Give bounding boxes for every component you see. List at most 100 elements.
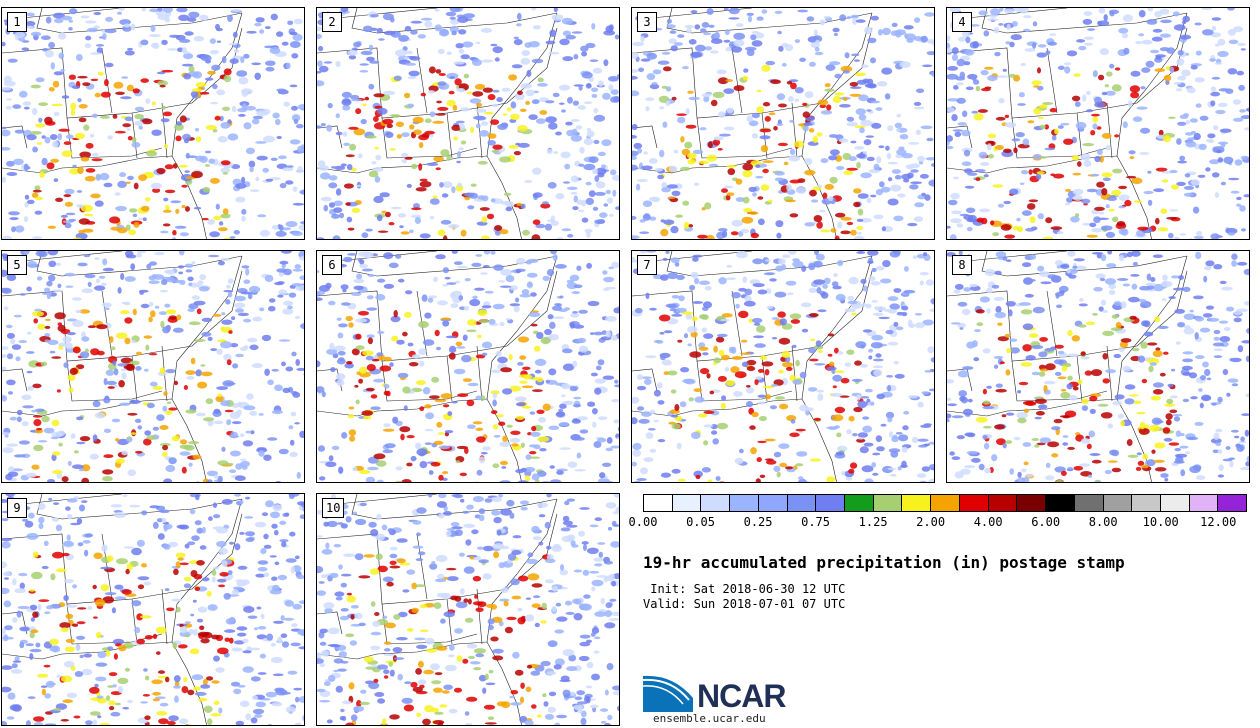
precip-cell xyxy=(660,354,666,361)
postage-stamp-panel: 5 xyxy=(1,250,305,483)
precip-cell xyxy=(41,157,48,166)
precip-cell xyxy=(154,696,166,699)
precip-cell xyxy=(217,475,223,482)
precip-cell xyxy=(1065,202,1070,206)
precip-cell xyxy=(1037,67,1041,74)
precip-cell xyxy=(663,330,673,334)
precip-cell xyxy=(254,72,261,81)
precip-cell xyxy=(26,370,33,374)
precip-cell xyxy=(1040,156,1047,159)
precip-cell xyxy=(894,174,902,180)
precip-cell xyxy=(162,444,169,451)
precip-cell xyxy=(850,140,857,144)
precip-cell xyxy=(358,575,371,579)
precip-cell xyxy=(611,261,619,269)
precip-cell xyxy=(757,401,766,405)
precip-cell xyxy=(352,466,358,472)
precip-cell xyxy=(1025,355,1036,361)
precip-cell xyxy=(46,605,54,610)
precip-cell xyxy=(974,329,981,333)
precip-cell xyxy=(476,334,482,339)
precip-cell xyxy=(217,460,229,466)
precip-cell xyxy=(29,653,34,660)
precip-cell xyxy=(78,218,90,225)
precip-cell xyxy=(1135,40,1143,45)
precip-cell xyxy=(328,209,335,215)
precip-cell xyxy=(868,355,873,360)
precip-cell xyxy=(789,148,796,155)
precip-cell xyxy=(434,711,444,715)
precip-cell xyxy=(993,355,1004,359)
precip-cell xyxy=(691,301,704,304)
precip-cell xyxy=(1169,409,1178,414)
precip-cell xyxy=(184,621,191,624)
precip-cell xyxy=(817,350,823,353)
precip-cell xyxy=(1176,181,1186,186)
precip-cell xyxy=(1120,420,1125,427)
precip-cell xyxy=(832,95,842,104)
precip-cell xyxy=(207,218,215,225)
precip-cell xyxy=(818,209,826,213)
precip-cell xyxy=(50,62,55,70)
precip-cell xyxy=(760,184,770,191)
precip-cell xyxy=(579,507,590,510)
precip-cell xyxy=(809,189,817,197)
precip-cell xyxy=(748,186,757,192)
precip-cell xyxy=(636,385,647,391)
precip-cell xyxy=(638,67,645,73)
precip-cell xyxy=(431,680,442,685)
precip-cell xyxy=(792,344,797,348)
precip-cell xyxy=(275,118,281,126)
precip-cell xyxy=(400,433,405,441)
precip-cell xyxy=(328,300,336,306)
precip-cell xyxy=(708,163,719,167)
precip-cell xyxy=(632,461,637,467)
precip-cell xyxy=(871,300,878,303)
precip-cell xyxy=(137,584,145,590)
precip-cell xyxy=(154,251,165,256)
precip-cell xyxy=(699,28,707,33)
precip-cell xyxy=(959,71,965,79)
precip-cell xyxy=(966,451,978,455)
precip-cell xyxy=(115,332,128,339)
precip-cell xyxy=(75,232,88,239)
precip-cell xyxy=(231,589,239,595)
precip-cell xyxy=(159,84,166,88)
precip-cell xyxy=(573,84,584,87)
precip-cell xyxy=(993,364,999,369)
precip-cell xyxy=(1031,345,1044,350)
precip-cell xyxy=(1128,150,1136,155)
precip-map xyxy=(317,494,619,725)
precip-cell xyxy=(449,16,456,20)
precip-cell xyxy=(528,114,538,120)
precip-cell xyxy=(280,633,288,638)
precip-cell xyxy=(520,500,529,505)
precip-cell xyxy=(282,167,294,172)
precip-cell xyxy=(436,421,443,428)
precip-cell xyxy=(5,494,15,497)
precip-cell xyxy=(1149,424,1160,432)
precip-cell xyxy=(914,322,926,329)
precip-cell xyxy=(1150,277,1156,282)
precip-cell xyxy=(930,298,934,305)
precip-cell xyxy=(8,211,20,216)
precip-cell xyxy=(956,435,965,440)
precip-cell xyxy=(643,151,648,155)
precip-cell xyxy=(1227,68,1238,75)
precip-cell xyxy=(95,662,108,667)
precip-cell xyxy=(893,215,904,222)
precip-cell xyxy=(744,46,757,51)
precip-cell xyxy=(374,105,383,109)
precip-cell xyxy=(1214,62,1223,65)
precip-cell xyxy=(245,531,255,537)
precip-cell xyxy=(983,30,990,37)
precip-cell xyxy=(257,214,267,218)
precip-cell xyxy=(141,118,153,125)
precip-cell xyxy=(26,12,35,17)
precip-cell xyxy=(1100,412,1113,419)
precip-cell xyxy=(330,166,337,169)
precip-cell xyxy=(1066,197,1074,203)
precip-cell xyxy=(925,279,934,286)
precip-cell xyxy=(683,221,690,230)
precip-cell xyxy=(1017,417,1027,424)
